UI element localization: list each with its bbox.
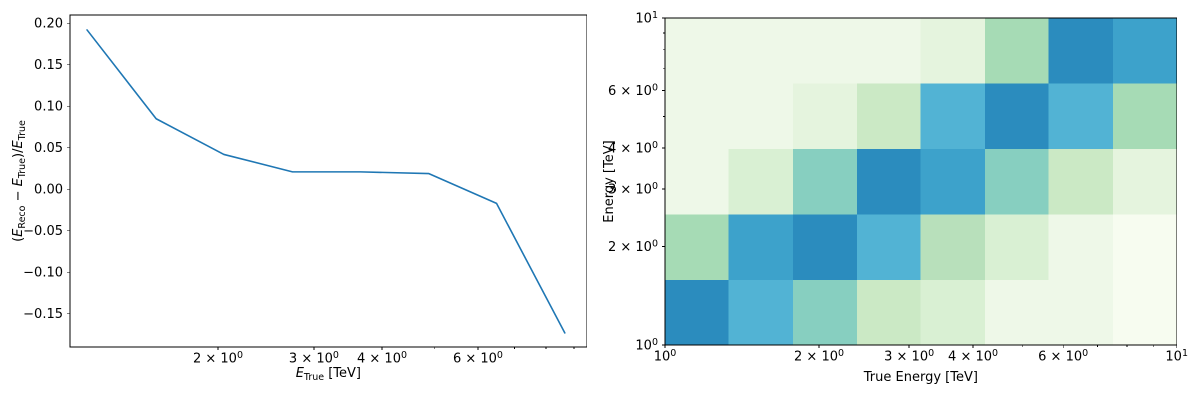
x-tick-label: 100 bbox=[654, 348, 677, 364]
y-tick-label: 100 bbox=[635, 337, 658, 353]
heatmap-cell bbox=[793, 83, 857, 149]
heatmap-cell bbox=[856, 18, 921, 84]
x-tick-label: 2 × 100 bbox=[193, 350, 243, 366]
heatmap-cell bbox=[793, 148, 857, 215]
y-tick-label: 0.20 bbox=[34, 17, 63, 32]
plot-border bbox=[664, 17, 1178, 346]
heatmap-cell bbox=[984, 83, 1049, 149]
heatmap-cell bbox=[728, 148, 794, 215]
heatmap-cell bbox=[793, 280, 857, 345]
x-tick-label: 3 × 100 bbox=[884, 348, 934, 364]
heatmap-cell bbox=[920, 214, 985, 281]
y-tick-label: 0.15 bbox=[34, 58, 63, 73]
heatmap-cell bbox=[1112, 280, 1177, 345]
heatmap-cell bbox=[1048, 83, 1113, 149]
heatmap-cell bbox=[856, 214, 921, 281]
x-tick-label: 101 bbox=[1165, 348, 1188, 364]
y-tick-label: −0.10 bbox=[23, 266, 63, 281]
heatmap-cell bbox=[984, 280, 1049, 345]
y-tick-label: 0.00 bbox=[34, 183, 63, 198]
y-tick-label: 0.05 bbox=[34, 141, 63, 156]
heatmap-cell bbox=[665, 148, 729, 215]
heatmap-cell bbox=[665, 83, 729, 149]
x-tick-label: 4 × 100 bbox=[948, 348, 998, 364]
heatmap-cells bbox=[665, 18, 1177, 345]
heatmap-cell bbox=[1048, 148, 1113, 215]
heatmap-cell bbox=[1112, 18, 1177, 84]
heatmap-cell bbox=[1048, 280, 1113, 345]
y-axis-label: (EReco − ETrue)/ETrue bbox=[11, 120, 28, 242]
x-tick-label: 3 × 100 bbox=[289, 350, 339, 366]
heatmap-cell bbox=[793, 18, 857, 84]
bias-curve bbox=[86, 29, 566, 334]
x-tick-label: 6 × 100 bbox=[453, 350, 503, 366]
heatmap-cell bbox=[856, 148, 921, 215]
heatmap-cell bbox=[1112, 83, 1177, 149]
y-tick-label: −0.15 bbox=[23, 307, 63, 322]
x-axis-label: ETrue [TeV] bbox=[296, 366, 361, 383]
y-tick-label: 101 bbox=[635, 10, 658, 26]
line-chart-panel: 2 × 100 3 × 100 4 × 100 6 × 100 0.20 0.15 0.10… bbox=[11, 14, 588, 383]
y-tick-label: 6 × 100 bbox=[608, 82, 658, 98]
heatmap-cell bbox=[984, 214, 1049, 281]
heatmap-cell bbox=[920, 18, 985, 84]
heatmap-cell bbox=[1048, 18, 1113, 84]
plot-border bbox=[69, 14, 588, 348]
heatmap-cell bbox=[920, 148, 985, 215]
heatmap-cell bbox=[984, 18, 1049, 84]
heatmap-cell bbox=[1112, 214, 1177, 281]
x-axis-label: True Energy [TeV] bbox=[863, 370, 978, 385]
x-tick-label: 2 × 100 bbox=[794, 348, 844, 364]
y-tick-label: 4 × 100 bbox=[608, 140, 658, 156]
y-axis-label: Energy [TeV] bbox=[602, 140, 617, 222]
heatmap-cell bbox=[665, 18, 729, 84]
y-tick-label: 0.10 bbox=[34, 100, 63, 115]
x-tick-label: 4 × 100 bbox=[357, 350, 407, 366]
heatmap-cell bbox=[728, 280, 794, 345]
heatmap-cell bbox=[920, 83, 985, 149]
x-tick-label: 6 × 100 bbox=[1038, 348, 1088, 364]
heatmap-cell bbox=[984, 148, 1049, 215]
heatmap-cell bbox=[728, 83, 794, 149]
y-tick-label: −0.05 bbox=[23, 224, 63, 239]
heatmap-cell bbox=[856, 83, 921, 149]
heatmap-cell bbox=[920, 280, 985, 345]
heatmap-cell bbox=[665, 214, 729, 281]
y-tick-label: 2 × 100 bbox=[608, 238, 658, 254]
heatmap-cell bbox=[728, 214, 794, 281]
heatmap-panel: 100 2 × 100 3 × 100 4 × 100 6 × 100 101 100 2 ×… bbox=[602, 10, 1188, 385]
heatmap-cell bbox=[856, 280, 921, 345]
heatmap-cell bbox=[793, 214, 857, 281]
heatmap-cell bbox=[1112, 148, 1177, 215]
heatmap-cell bbox=[665, 280, 729, 345]
heatmap-cell bbox=[728, 18, 794, 84]
y-tick-label: 3 × 100 bbox=[608, 181, 658, 197]
heatmap-cell bbox=[1048, 214, 1113, 281]
